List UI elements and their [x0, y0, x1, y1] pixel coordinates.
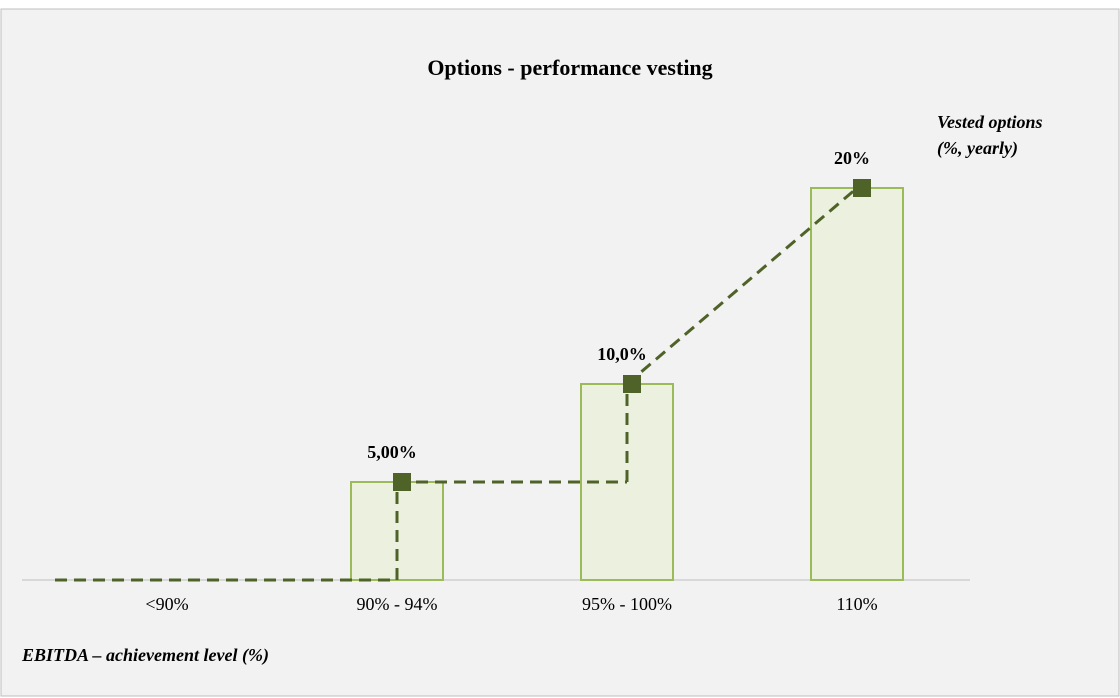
- marker: [853, 179, 871, 197]
- value-label: 20%: [834, 148, 870, 168]
- y-axis-label: Vested options: [937, 112, 1043, 132]
- x-tick-label: 95% - 100%: [582, 594, 672, 614]
- x-tick-label: 90% - 94%: [357, 594, 438, 614]
- x-tick-label: <90%: [145, 594, 188, 614]
- chart-title: Options - performance vesting: [427, 55, 712, 80]
- x-tick-label: 110%: [836, 594, 877, 614]
- step-line: [626, 186, 858, 386]
- y-axis-label: (%, yearly): [937, 138, 1018, 159]
- value-label: 10,0%: [597, 344, 647, 364]
- marker: [393, 473, 411, 491]
- x-axis-label: EBITDA – achievement level (%): [21, 645, 269, 666]
- chart-background: [0, 8, 1120, 697]
- bar: [810, 187, 904, 581]
- marker: [623, 375, 641, 393]
- value-label: 5,00%: [367, 442, 417, 462]
